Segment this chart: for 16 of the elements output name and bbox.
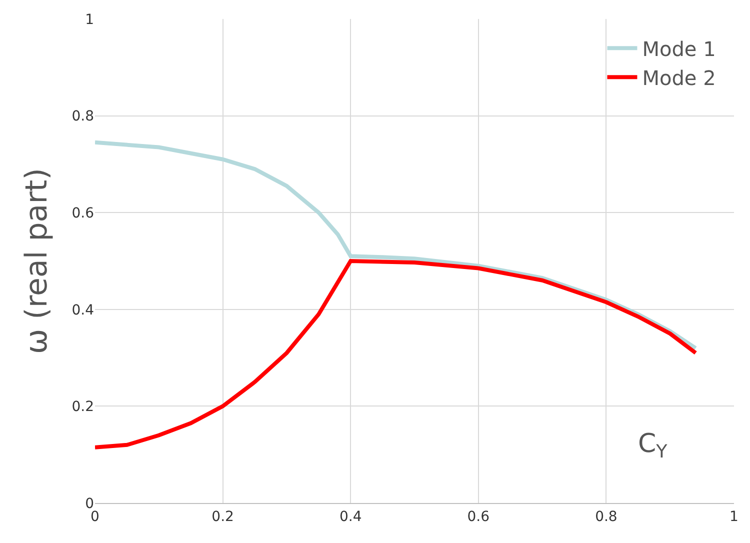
annotation: C$_{Y}$ (638, 429, 668, 462)
line-series (95, 140, 698, 350)
y-tick-label: 0.4 (72, 302, 94, 318)
x-tick-label: 0.2 (212, 508, 234, 525)
legend-label: Mode 1 (642, 36, 716, 61)
y-tick-label: 1 (85, 12, 94, 28)
y-tick-label: 0.8 (72, 108, 94, 125)
x-tick-label: 0.6 (467, 508, 490, 525)
legend-label: Mode 2 (642, 66, 716, 90)
y-axis-title: ω (real part) (20, 168, 55, 354)
y-tick-label: 0 (85, 496, 94, 512)
y-tick-label: 0.6 (72, 206, 94, 222)
x-tick-label: 1 (730, 508, 738, 525)
x-tick-label: 0.4 (339, 508, 362, 525)
y-tick-label: 0.2 (72, 399, 94, 416)
x-tick-label: 0.8 (595, 508, 618, 525)
